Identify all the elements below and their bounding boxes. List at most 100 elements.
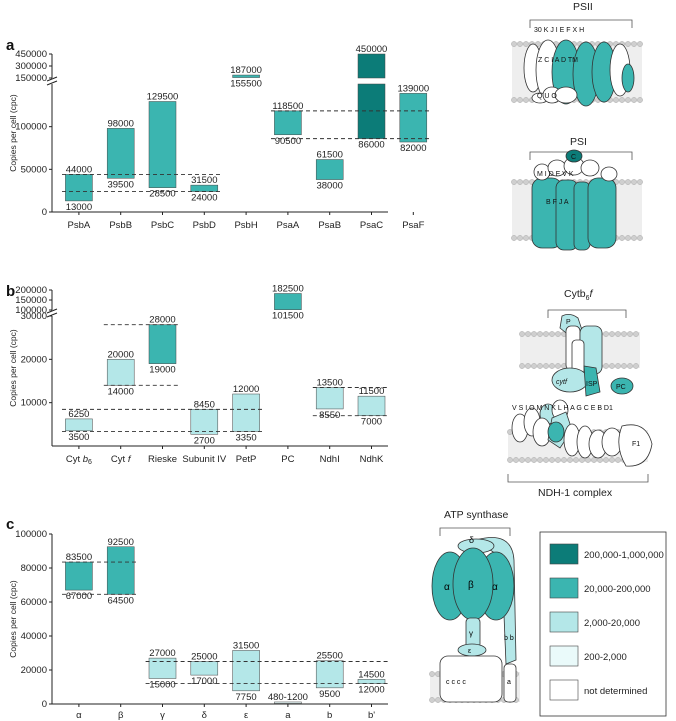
legend-label: 2,000-20,000 bbox=[584, 618, 640, 629]
y-tick-label: 30000 bbox=[21, 311, 47, 322]
bar-bottom-label: 64500 bbox=[107, 595, 133, 606]
lipid-head bbox=[619, 97, 625, 103]
lipid-head bbox=[637, 179, 643, 185]
bar-top-label: 118500 bbox=[272, 101, 303, 112]
bar bbox=[274, 293, 302, 310]
lipid-head bbox=[637, 97, 643, 103]
bar-top-label: 11500 bbox=[359, 386, 385, 397]
bar-top-label: 139000 bbox=[397, 83, 429, 94]
bar bbox=[148, 101, 177, 188]
bar-group: 450000 86000 bbox=[356, 44, 388, 151]
x-tick-label: PsaA bbox=[277, 220, 300, 231]
lipid-head bbox=[625, 97, 631, 103]
x-tick-label: NdhK bbox=[360, 454, 384, 465]
atp-eps-label: ε bbox=[468, 648, 471, 655]
bar-bottom-label: 3500 bbox=[68, 432, 89, 443]
bar-top-label: 25500 bbox=[316, 651, 342, 662]
bar bbox=[232, 74, 260, 78]
lipid-head bbox=[579, 457, 585, 463]
y-tick-label: 200000 bbox=[15, 285, 47, 296]
ndh-diagram: V S I O M N K L H A G C E B D1 F1 NDH-1 … bbox=[507, 399, 653, 499]
lipid-head bbox=[631, 41, 637, 47]
lipid-head bbox=[435, 697, 441, 703]
bar-group: 27000 15000 bbox=[148, 648, 177, 691]
bar-bottom-label: 7000 bbox=[361, 417, 382, 428]
x-tick-label: β bbox=[118, 710, 124, 721]
bar-bottom-label: 86000 bbox=[358, 140, 384, 151]
cytb6f-title: Cytb6f bbox=[564, 288, 594, 302]
psii-title: PSII bbox=[573, 1, 593, 13]
lipid-head bbox=[537, 331, 543, 337]
bar-top-label: 14500 bbox=[358, 669, 384, 680]
legend-item: 2,000-20,000 bbox=[549, 611, 640, 633]
lipid-head bbox=[511, 179, 517, 185]
legend-swatch bbox=[549, 543, 579, 565]
bar-group: 8450 2700 bbox=[190, 399, 219, 446]
bar bbox=[190, 661, 219, 676]
psii-mid-labels: Z C I A D TM bbox=[538, 57, 578, 64]
atp-alpha-label-right: α bbox=[492, 582, 498, 593]
bar-top-label: 31500 bbox=[191, 175, 217, 186]
lipid-head bbox=[525, 363, 531, 369]
bar-top-label: 8450 bbox=[194, 399, 215, 410]
x-tick-label: b bbox=[327, 710, 332, 721]
psii-low-labels: Q U O bbox=[537, 93, 557, 100]
lipid-head bbox=[637, 235, 643, 241]
bar-group: 480-1200 bbox=[268, 692, 308, 704]
x-tick-label: PsbB bbox=[109, 220, 132, 231]
legend-swatch bbox=[549, 577, 579, 599]
lipid-head bbox=[631, 179, 637, 185]
y-tick-label: 20000 bbox=[21, 354, 47, 365]
legend: 200,000-1,000,000 20,000-200,000 2,000-20,… bbox=[539, 531, 667, 717]
bar-top-label: 25000 bbox=[191, 652, 217, 663]
y-tick-label: 40000 bbox=[21, 631, 47, 642]
bar-group: 129500 28500 bbox=[147, 91, 179, 199]
lipid-head bbox=[523, 41, 529, 47]
legend-item: 200-2,000 bbox=[549, 645, 627, 667]
bar-upper bbox=[357, 53, 386, 79]
x-tick-label: PsbH bbox=[234, 220, 257, 231]
lipid-head bbox=[627, 331, 633, 337]
lipid-head bbox=[517, 41, 523, 47]
legend-swatch bbox=[549, 679, 579, 701]
bar bbox=[106, 128, 135, 179]
lipid-head bbox=[555, 363, 561, 369]
bar-group: 20000 14000 bbox=[106, 349, 135, 397]
ndh-subunits bbox=[511, 399, 653, 467]
lipid-head bbox=[517, 235, 523, 241]
x-tick-label: PsbA bbox=[68, 220, 91, 231]
lipid-head bbox=[519, 457, 525, 463]
x-tick-label: PsaF bbox=[402, 220, 424, 231]
lipid-head bbox=[633, 331, 639, 337]
bar-bottom-label: 28500 bbox=[149, 189, 175, 200]
legend-item: not determined bbox=[549, 679, 647, 701]
lipid-head bbox=[625, 41, 631, 47]
x-tick-label: PsbD bbox=[193, 220, 216, 231]
bar-top-label: 480-1200 bbox=[268, 692, 308, 703]
chart-c: 0 20000 40000 60000 80000 100000 Copies per ce… bbox=[8, 529, 389, 721]
psi-subunits bbox=[531, 149, 618, 251]
bar-top-label: 44000 bbox=[66, 164, 92, 175]
y-tick-label: 80000 bbox=[21, 563, 47, 574]
bar-group: 11500 7000 bbox=[357, 386, 386, 428]
psii-subunits bbox=[523, 39, 635, 107]
bar-group: 6250 3500 bbox=[65, 409, 93, 443]
y-tick-label: 50000 bbox=[21, 164, 47, 175]
bar bbox=[106, 359, 135, 386]
lipid-head bbox=[523, 235, 529, 241]
x-tick-label: PC bbox=[281, 454, 294, 465]
lipid-head bbox=[555, 457, 561, 463]
bar-bottom-label: 2700 bbox=[194, 435, 215, 446]
psii-diagram: PSII 30 K J I E F X H Z C I A D TM Q U O bbox=[511, 1, 643, 107]
y-tick-label: 100000 bbox=[15, 529, 47, 540]
bar-bottom-label: 90500 bbox=[275, 136, 301, 147]
ndh-subunit-labels: V S I O M N K L H A G C E B D1 bbox=[512, 405, 613, 412]
psi-mid-labels: B F J A bbox=[546, 199, 569, 206]
lipid-head bbox=[615, 457, 621, 463]
bar-group: 83500 67000 bbox=[65, 552, 93, 602]
bar-group: 25500 9500 bbox=[315, 651, 344, 700]
lipid-head bbox=[603, 457, 609, 463]
bar bbox=[65, 418, 93, 432]
